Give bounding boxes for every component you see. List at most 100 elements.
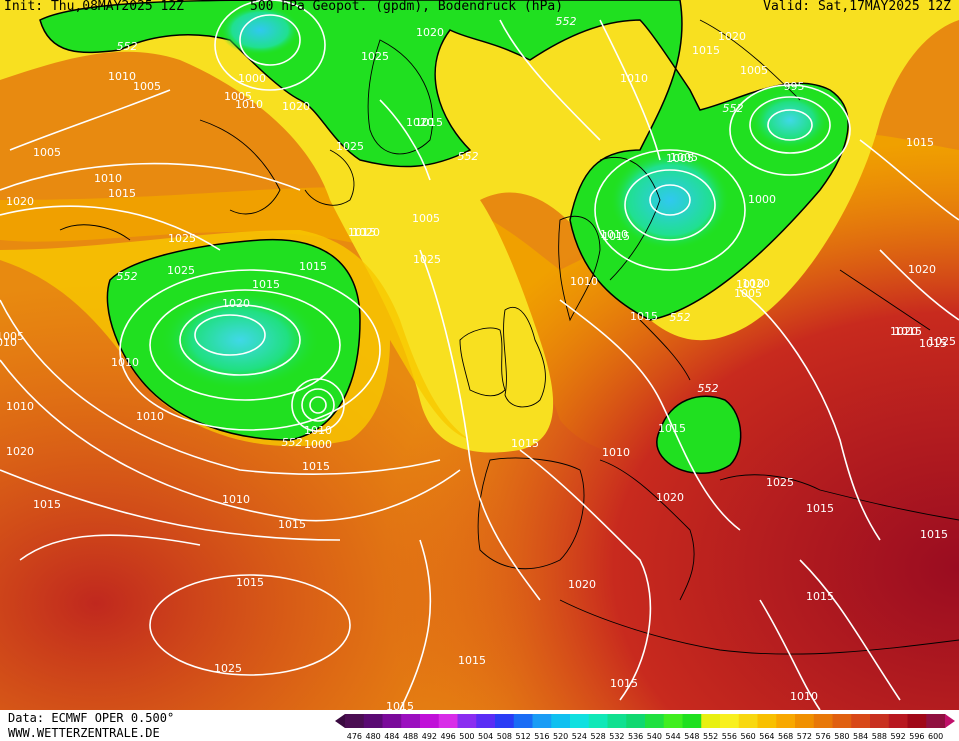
colorbar-swatch	[588, 714, 608, 728]
colorbar-swatch	[701, 714, 721, 728]
height-contour-label: 552	[117, 270, 138, 283]
data-source-label: Data: ECMWF OPER 0.500°	[8, 711, 175, 725]
isobar-label: 1015	[415, 116, 443, 129]
isobar-label: 1015	[302, 460, 330, 473]
isobar-label: 1015	[299, 260, 327, 273]
init-time-label: Init: Thu,08MAY2025 12Z	[4, 0, 185, 14]
isobar-label: 1005	[412, 212, 440, 225]
colorbar-swatch	[513, 714, 533, 728]
colorbar-swatch	[495, 714, 515, 728]
map-title: 500 hPa Geopot. (gpdm), Bodendruck (hPa)	[250, 0, 564, 14]
isobar-label: 1020	[222, 297, 250, 310]
isobar-label: 1005	[666, 152, 694, 165]
isobar-label: 1015	[386, 700, 414, 713]
colorbar-tick-label: 504	[478, 732, 493, 741]
colorbar-swatch	[607, 714, 627, 728]
colorbar-swatch	[795, 714, 815, 728]
isobar-label: 1020	[406, 116, 434, 129]
isobar-label: 1015	[920, 528, 948, 541]
colorbar-swatch	[832, 714, 852, 728]
colorbar-tick-label: 496	[440, 732, 455, 741]
isobar-label: 1005	[224, 90, 252, 103]
colorbar-tick-label: 532	[609, 732, 624, 741]
isobar-label: 1005	[670, 151, 698, 164]
colorbar-swatch	[720, 714, 740, 728]
colorbar-tick-label: 584	[853, 732, 868, 741]
colorbar-arrow-left	[335, 714, 345, 728]
colorbar-tick-label: 540	[647, 732, 662, 741]
isobar-label: 1015	[602, 230, 630, 243]
colorbar-tick-label: 596	[909, 732, 924, 741]
isobar-label: 1020	[416, 26, 444, 39]
isobar-label: 1015	[108, 187, 136, 200]
isobar-label: 995	[784, 80, 805, 93]
isobar-label: 1010	[0, 336, 17, 349]
isobar-label: 1015	[806, 590, 834, 603]
colorbar-arrow-right	[945, 714, 955, 728]
colorbar-swatch	[457, 714, 477, 728]
isobar-label: 1020	[6, 195, 34, 208]
colorbar-tick-label: 500	[459, 732, 474, 741]
colorbar-swatch	[382, 714, 402, 728]
isobar-label: 1025	[214, 662, 242, 675]
isobar-label: 1010	[235, 98, 263, 111]
colorbar-tick-label: 544	[665, 732, 680, 741]
colorbar-tick-label: 592	[890, 732, 905, 741]
isobar-label: 1000	[238, 72, 266, 85]
isobar-label: 1015	[252, 278, 280, 291]
colorbar-tick-label: 512	[515, 732, 530, 741]
colorbar-swatch	[420, 714, 440, 728]
colorbar-tick-label: 576	[815, 732, 830, 741]
isobar-label: 1010	[222, 493, 250, 506]
isobar-label: 1005	[0, 330, 24, 343]
colorbar-swatch	[532, 714, 552, 728]
colorbar-swatch	[757, 714, 777, 728]
coastlines	[59, 19, 959, 655]
colorbar-swatch	[926, 714, 946, 728]
colorbar-swatch	[626, 714, 646, 728]
colorbar-swatch	[907, 714, 927, 728]
isobar-label: 1010	[94, 172, 122, 185]
isobar-label: 1015	[806, 502, 834, 515]
isobar-label: 1015	[919, 337, 947, 350]
isobar-label: 1015	[906, 136, 934, 149]
colorbar-swatch	[570, 714, 590, 728]
isobar-label: 1020	[656, 491, 684, 504]
isobar-label: 1025	[336, 140, 364, 153]
isobar-label: 1020	[282, 100, 310, 113]
colorbar: 476 480 484 488 492 496 500 504 508 512 516 520 524 5…	[335, 714, 955, 741]
colorbar-swatch	[851, 714, 871, 728]
isobar-label: 1020	[6, 445, 34, 458]
isobar-label: 1010	[600, 228, 628, 241]
isobar-label: 1010	[6, 400, 34, 413]
colorbar-tick-label: 588	[872, 732, 887, 741]
isobar-label: 1000	[304, 438, 332, 451]
isobar-label: 1015	[630, 310, 658, 323]
colorbar-swatch	[682, 714, 702, 728]
colorbar-tick-label: 568	[778, 732, 793, 741]
isobar-label: 1020	[718, 30, 746, 43]
isobar-label: 1020	[742, 277, 770, 290]
height-labels: 552 552 552 552 552 552 552 552	[117, 15, 744, 449]
colorbar-tick-label: 564	[759, 732, 774, 741]
isobar-label: 1010	[570, 275, 598, 288]
colorbar-tick-label: 556	[722, 732, 737, 741]
isobar-label: 1010	[111, 356, 139, 369]
colorbar-tick-label: 548	[684, 732, 699, 741]
colorbar-tick-label: 488	[403, 732, 418, 741]
isobar-label: 1025	[361, 50, 389, 63]
isobar-label: 1005	[33, 146, 61, 159]
colorbar-tick-label: 580	[834, 732, 849, 741]
colorbar-swatch	[363, 714, 383, 728]
colorbar-swatch	[345, 714, 365, 728]
isobar-label: 1010	[620, 72, 648, 85]
isobar-label: 1015	[511, 437, 539, 450]
height-contour-label: 552	[117, 40, 138, 53]
isobar-label: 1015	[33, 498, 61, 511]
colorbar-tick-label: 572	[797, 732, 812, 741]
isobar-label: 1020	[352, 226, 380, 239]
height-contour-label: 552	[458, 150, 479, 163]
isobar-label: 1010	[736, 278, 764, 291]
colorbar-swatch	[645, 714, 665, 728]
colorbar-swatch	[476, 714, 496, 728]
